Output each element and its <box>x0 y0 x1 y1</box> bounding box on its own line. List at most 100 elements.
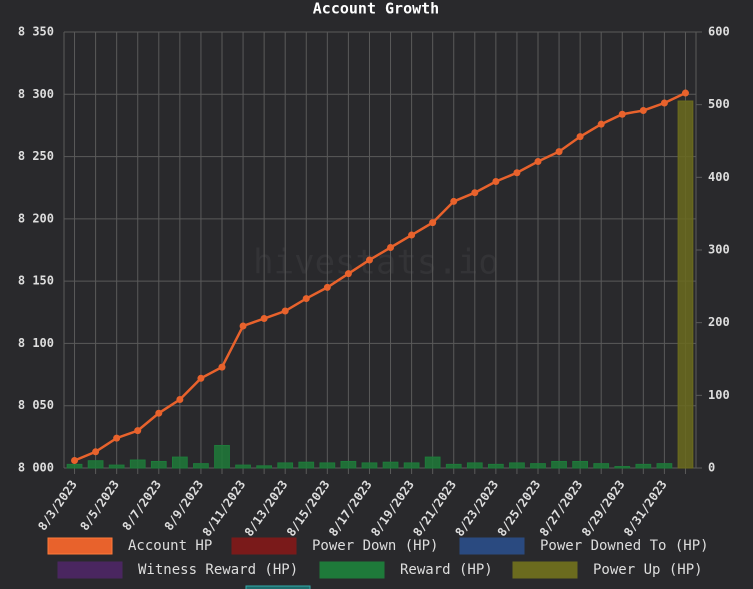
y-tick-label: 8 000 <box>18 461 54 475</box>
legend-label: Power Down (HP) <box>312 538 438 554</box>
bar <box>129 459 146 469</box>
bar <box>87 460 104 469</box>
bar <box>298 461 315 469</box>
bar <box>466 462 483 469</box>
bar <box>656 463 673 469</box>
point <box>450 197 458 205</box>
x-tick-label: 8/7/2023 <box>120 478 165 533</box>
point <box>660 99 668 107</box>
bar <box>593 463 610 469</box>
point <box>155 409 163 417</box>
bar <box>214 444 230 469</box>
point <box>597 120 605 128</box>
y-tick-label: 8 100 <box>18 336 54 350</box>
point <box>408 231 416 239</box>
bar <box>677 100 694 469</box>
point <box>218 363 226 371</box>
bar <box>319 462 336 469</box>
bar <box>193 463 209 469</box>
point <box>176 395 184 403</box>
point <box>344 270 352 278</box>
bar <box>635 463 652 469</box>
point <box>365 256 373 264</box>
point <box>534 158 542 166</box>
x-tick-label: 8/5/2023 <box>77 478 122 533</box>
y-tick-label: 8 300 <box>18 87 54 101</box>
y2-tick-label: 400 <box>708 170 730 184</box>
legend-swatch <box>47 537 113 555</box>
legend-swatch <box>231 537 297 555</box>
legend-label: Power Up (HP) <box>593 562 703 578</box>
bar <box>277 462 294 469</box>
bar <box>171 456 188 469</box>
bar <box>382 461 399 469</box>
bar <box>66 463 83 469</box>
legend-swatch <box>319 561 385 579</box>
x-tick-label: 8/31/2023 <box>621 478 670 539</box>
x-tick-label: 8/25/2023 <box>495 478 544 539</box>
y2-tick-label: 0 <box>708 461 715 475</box>
y2-tick-label: 300 <box>708 243 730 257</box>
point <box>681 89 689 97</box>
point <box>429 219 437 227</box>
bar <box>150 460 167 469</box>
legend-swatch <box>459 537 525 555</box>
x-tick-label: 8/15/2023 <box>284 478 333 539</box>
point <box>323 283 331 291</box>
bar <box>551 460 567 469</box>
x-tick-label: 8/11/2023 <box>200 478 249 539</box>
line <box>74 91 687 462</box>
point <box>197 374 205 382</box>
point <box>92 448 100 456</box>
y-tick-label: 8 050 <box>18 398 54 412</box>
bar <box>403 462 420 469</box>
bar <box>108 464 125 469</box>
y2-tick-label: 600 <box>708 25 730 39</box>
bar <box>614 466 631 469</box>
bar <box>256 465 273 469</box>
point <box>576 133 584 141</box>
x-tick-label: 8/3/2023 <box>35 478 80 533</box>
x-tick-label: 8/23/2023 <box>452 478 501 539</box>
bar <box>572 460 589 469</box>
point <box>492 177 500 185</box>
legend-label: Witness Reward (HP) <box>138 562 298 578</box>
point <box>618 110 626 118</box>
bar <box>530 463 546 469</box>
bar <box>487 463 504 469</box>
legend-swatch <box>57 561 123 579</box>
x-tick-label: 8/19/2023 <box>368 478 417 539</box>
point <box>260 315 268 323</box>
point <box>639 106 647 114</box>
bar <box>424 456 441 469</box>
point <box>71 457 79 465</box>
legend-label: Power Downed To (HP) <box>540 538 709 554</box>
point <box>387 244 395 252</box>
bar <box>445 463 462 469</box>
x-tick-label: 8/29/2023 <box>579 478 628 539</box>
bar <box>361 462 378 469</box>
legend-swatch <box>512 561 578 579</box>
y-tick-label: 8 250 <box>18 149 54 163</box>
x-tick-label: 8/13/2023 <box>242 478 291 539</box>
y-tick-label: 8 150 <box>18 274 54 288</box>
legend-swatch <box>245 585 311 589</box>
point <box>513 169 521 177</box>
watermark: hivestats.io <box>253 243 499 283</box>
y-tick-label: 8 350 <box>18 25 54 39</box>
bar <box>509 462 525 469</box>
point <box>281 307 289 315</box>
y-tick-label: 8 200 <box>18 211 54 225</box>
y2-tick-label: 500 <box>708 97 730 111</box>
bar <box>340 460 357 469</box>
point <box>555 148 563 156</box>
bar <box>235 464 251 469</box>
y2-tick-label: 100 <box>708 388 730 402</box>
legend-label: Account HP <box>128 538 212 554</box>
x-tick-label: 8/21/2023 <box>410 478 459 539</box>
chart-title: Account Growth <box>313 0 439 18</box>
x-tick-label: 8/9/2023 <box>162 478 207 533</box>
point <box>302 295 310 303</box>
x-tick-label: 8/27/2023 <box>537 478 586 539</box>
